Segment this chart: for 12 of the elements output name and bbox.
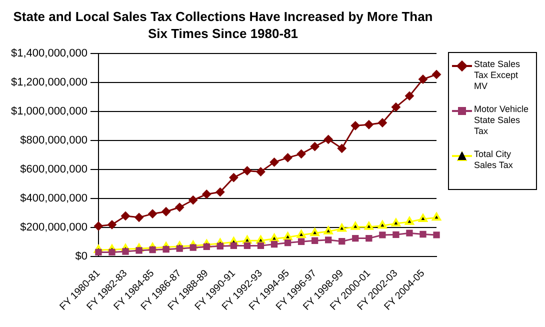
y-tick-label: $600,000,000 [20,164,88,176]
legend-label: Total City Sales Tax [474,149,514,171]
chart-title: State and Local Sales Tax Collections Have Increased by More Than Six Times Since 1980-81 [12,8,434,42]
y-tick-label: $1,000,000,000 [10,106,88,118]
y-tick-label: $0 [75,250,88,263]
y-tick-label: $200,000,000 [20,222,88,234]
y-tick-label: $1,200,000,000 [10,76,88,89]
legend-label: Motor Vehicle State Sales Tax [474,104,530,137]
y-tick-label: $400,000,000 [20,192,88,205]
y-tick-label: $800,000,000 [20,134,88,147]
y-tick-label: $1,400,000,000 [10,48,88,60]
legend-label: State Sales Tax Except MV [474,59,522,92]
